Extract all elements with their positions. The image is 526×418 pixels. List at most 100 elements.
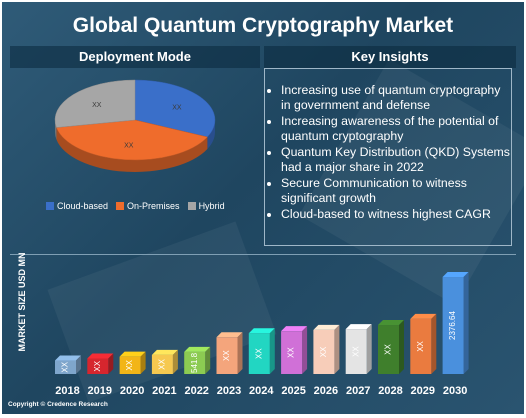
insights-box: Increasing use of quantum cryptography i… xyxy=(264,68,512,246)
bar-value-label: XX xyxy=(254,348,263,359)
bar-value-label: XX xyxy=(125,359,134,370)
pie-slice-label: XX xyxy=(92,102,102,109)
x-tick-label: 2028 xyxy=(378,385,402,397)
x-tick-label: 2019 xyxy=(88,385,112,397)
legend-label: Hybrid xyxy=(198,201,225,211)
bar xyxy=(87,358,109,374)
pie-svg: XX XX XX xyxy=(54,79,216,172)
copyright: Copyright © Credence Research xyxy=(8,401,108,408)
bar-side xyxy=(205,346,211,374)
insight-item: Cloud-based to witness highest CAGR xyxy=(281,207,511,222)
x-tick-label: 2023 xyxy=(217,385,241,397)
bar-value-label: XX xyxy=(416,340,425,351)
bar-top xyxy=(281,326,308,332)
pie-slice-side xyxy=(56,127,208,172)
x-tick-label: 2030 xyxy=(443,385,467,397)
bar-group: XX 2019 xyxy=(87,353,114,397)
insight-item: Increasing use of quantum cryptography i… xyxy=(281,83,511,113)
bar-group: XX 2027 xyxy=(345,324,372,397)
infographic: Global Quantum Cryptography Market Deplo… xyxy=(2,2,524,414)
bar-value-label: XX xyxy=(61,361,70,372)
bar-top xyxy=(151,349,178,355)
insight-item: Increasing awareness of the potential of… xyxy=(281,114,511,144)
bar-value-label: XX xyxy=(384,344,393,355)
bar-top xyxy=(216,332,243,338)
bar-group: XX 2025 xyxy=(281,326,308,397)
bar-top xyxy=(313,324,340,330)
bar-group: XX 2020 xyxy=(119,351,146,397)
bar-side xyxy=(302,326,308,374)
bar-top xyxy=(410,313,437,319)
legend-swatch xyxy=(187,202,196,210)
bar-top xyxy=(55,355,81,361)
bar-side xyxy=(463,272,469,374)
bar-side xyxy=(366,324,372,374)
bar-top xyxy=(345,324,372,330)
bar-value-label: XX xyxy=(93,360,102,371)
x-tick-label: 2022 xyxy=(184,385,208,397)
bar-group: 2376.64 2030 xyxy=(442,272,469,397)
x-tick-label: 2020 xyxy=(120,385,144,397)
bar xyxy=(281,331,303,374)
bar xyxy=(345,329,367,374)
legend-label: On-Premises xyxy=(127,201,180,211)
bar-top xyxy=(248,328,275,334)
pie-slice xyxy=(134,79,216,138)
bar-value-label: XX xyxy=(287,347,296,358)
x-tick-label: 2026 xyxy=(314,385,338,397)
bar-group: XX 2028 xyxy=(378,320,404,397)
bar-value-label: 541.8 xyxy=(190,352,199,373)
bar xyxy=(410,318,432,374)
legend-swatch xyxy=(46,202,54,210)
bar-side xyxy=(334,324,340,374)
bar-side xyxy=(431,313,437,374)
bar-side xyxy=(108,353,114,374)
bar xyxy=(151,354,173,374)
bar xyxy=(378,325,399,374)
pie-chart: XX XX XX xyxy=(10,68,260,248)
bar-side xyxy=(140,351,146,374)
x-tick-label: 2024 xyxy=(249,385,274,397)
bar xyxy=(119,356,141,374)
pie-slice-side xyxy=(207,120,215,150)
bar-value-label: XX xyxy=(222,350,231,361)
bar-top xyxy=(119,351,146,357)
x-tick-label: 2021 xyxy=(152,385,176,397)
bar-top xyxy=(378,320,404,326)
pie-slice-label: XX xyxy=(172,105,182,112)
legend-item: Hybrid xyxy=(187,201,225,211)
bar xyxy=(313,329,335,374)
bar-group: XX 2021 xyxy=(151,349,178,397)
legend-label: Cloud-based xyxy=(57,201,109,211)
bar-group: XX 2029 xyxy=(410,313,437,397)
bar-top xyxy=(442,272,469,278)
divider xyxy=(10,254,516,255)
bar-group: 541.8 2022 xyxy=(184,346,211,397)
insight-item: Secure Communication to witness signific… xyxy=(281,176,511,206)
pie-legend: Cloud-based On-Premises Hybrid xyxy=(46,201,225,211)
insights-list: Increasing use of quantum cryptography i… xyxy=(267,83,511,222)
bar xyxy=(216,337,238,374)
pie-slice-label: XX xyxy=(124,143,134,150)
bar xyxy=(248,333,270,374)
x-tick-label: 2029 xyxy=(411,385,435,397)
x-tick-label: 2027 xyxy=(346,385,370,397)
bar-group: XX 2018 xyxy=(55,355,81,397)
bar-value-label: 2376.64 xyxy=(448,311,457,340)
page-title: Global Quantum Cryptography Market xyxy=(72,14,454,37)
bar-value-label: XX xyxy=(351,346,360,357)
x-tick-label: 2025 xyxy=(281,385,305,397)
bar-side xyxy=(172,349,178,374)
bar-top xyxy=(184,346,211,352)
pie-panel-title: Deployment Mode xyxy=(10,46,260,68)
bar-value-label: XX xyxy=(158,358,167,369)
legend-item: Cloud-based xyxy=(46,201,108,211)
bar-chart: XX2018XX2019XX2020XX2021541.82022XX2023X… xyxy=(55,272,469,397)
bar-group: XX 2023 xyxy=(216,332,243,397)
bar-top xyxy=(87,353,114,359)
bar-side xyxy=(269,328,275,374)
bar-group: XX 2026 xyxy=(313,324,340,397)
pie-slice xyxy=(54,79,136,128)
bar-side xyxy=(76,355,81,374)
bar xyxy=(184,351,206,374)
